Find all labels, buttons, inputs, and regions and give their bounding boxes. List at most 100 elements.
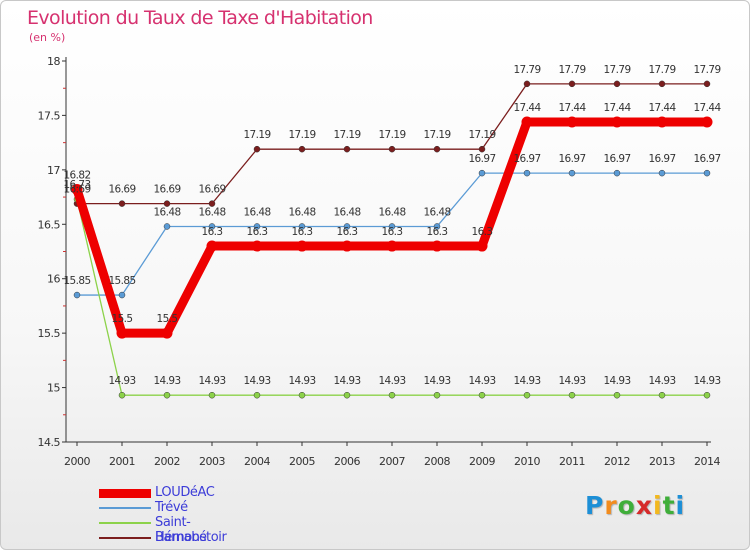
data-point	[343, 391, 351, 399]
data-label: 14.93	[108, 375, 135, 387]
y-tick-label: 14.5	[38, 436, 61, 449]
logo-letter: o	[617, 491, 636, 520]
data-point	[568, 169, 576, 177]
data-label: 16.97	[513, 153, 540, 165]
data-point	[656, 116, 668, 128]
legend-label: Hémonstoir	[155, 530, 227, 545]
data-point	[208, 200, 216, 207]
y-tick-label: 16	[47, 273, 60, 286]
data-point	[118, 200, 126, 207]
data-point	[118, 291, 126, 299]
data-label: 17.44	[513, 102, 541, 114]
data-label: 16.97	[648, 153, 675, 165]
data-point	[433, 223, 441, 230]
data-label: 17.19	[288, 129, 315, 141]
data-point	[613, 391, 621, 399]
data-label: 16.69	[63, 184, 90, 196]
data-point	[388, 145, 396, 153]
data-label: 14.93	[243, 375, 270, 387]
logo-letter: r	[604, 491, 618, 520]
data-point	[568, 80, 576, 88]
data-label: 16.97	[693, 153, 720, 165]
data-point	[163, 200, 171, 207]
data-point	[433, 391, 441, 399]
data-point	[296, 240, 308, 252]
data-label: 17.19	[333, 129, 360, 141]
x-tick-label: 2003	[199, 455, 225, 468]
data-label: 17.44	[603, 102, 631, 114]
data-label: 17.79	[558, 64, 585, 76]
legend-swatch	[99, 522, 151, 524]
data-point	[298, 391, 306, 399]
data-point	[253, 145, 261, 153]
legend-swatch	[99, 537, 151, 539]
data-point	[208, 391, 216, 399]
data-label: 14.93	[378, 375, 405, 387]
data-point	[521, 116, 533, 128]
x-tick-label: 2002	[154, 455, 180, 468]
logo-letter: x	[635, 491, 653, 520]
x-tick-label: 2011	[559, 455, 585, 468]
y-tick-label: 15.5	[38, 327, 61, 340]
data-label: 16.48	[243, 206, 270, 218]
data-label: 16.3	[337, 226, 358, 238]
data-point	[703, 80, 711, 88]
data-label: 15.5	[157, 313, 178, 325]
data-point	[341, 240, 353, 252]
data-point	[478, 169, 486, 177]
data-label: 16.73	[63, 179, 90, 191]
data-point	[476, 240, 488, 252]
y-tick-label: 17	[47, 164, 60, 177]
y-tick-label: 18	[47, 55, 60, 68]
data-point	[116, 327, 128, 339]
data-point	[658, 80, 666, 88]
data-point	[431, 240, 443, 252]
legend-label: LOUDéAC	[155, 485, 215, 500]
x-tick-label: 2009	[469, 455, 495, 468]
data-label: 17.44	[558, 102, 586, 114]
data-label: 17.79	[603, 64, 630, 76]
data-point	[298, 223, 306, 230]
data-label: 17.19	[378, 129, 405, 141]
data-point	[433, 145, 441, 153]
data-label: 14.93	[333, 375, 360, 387]
data-label: 16.69	[108, 184, 135, 196]
x-tick-label: 2001	[109, 455, 135, 468]
data-label: 16.82	[63, 169, 90, 181]
series-saint-barnabe	[73, 195, 711, 399]
data-point	[478, 391, 486, 399]
chart-subtitle: (en %)	[29, 31, 66, 44]
data-label: 17.79	[693, 64, 720, 76]
data-point	[253, 391, 261, 399]
data-label: 16.3	[292, 226, 313, 238]
data-point	[703, 391, 711, 399]
x-tick-label: 2010	[514, 455, 540, 468]
data-label: 16.97	[603, 153, 630, 165]
data-label: 17.19	[423, 129, 450, 141]
data-point	[118, 391, 126, 399]
y-tick-label: 15	[47, 382, 60, 395]
data-label: 14.93	[198, 375, 225, 387]
series-loudeac	[71, 116, 713, 339]
data-label: 15.85	[63, 275, 90, 287]
legend-label: Trévé	[155, 500, 188, 515]
data-point	[658, 169, 666, 177]
data-point	[163, 223, 171, 230]
data-label: 16.3	[382, 226, 403, 238]
data-point	[388, 223, 396, 230]
data-label: 14.93	[288, 375, 315, 387]
data-point	[613, 169, 621, 177]
data-label: 16.48	[378, 206, 405, 218]
data-point	[611, 116, 623, 128]
data-label: 16.48	[423, 206, 450, 218]
data-label: 16.97	[558, 153, 585, 165]
data-label: 15.85	[108, 275, 135, 287]
data-label: 17.19	[243, 129, 270, 141]
data-point	[343, 223, 351, 230]
data-point	[388, 391, 396, 399]
data-label: 14.93	[513, 375, 540, 387]
data-point	[478, 145, 486, 153]
data-point	[566, 116, 578, 128]
